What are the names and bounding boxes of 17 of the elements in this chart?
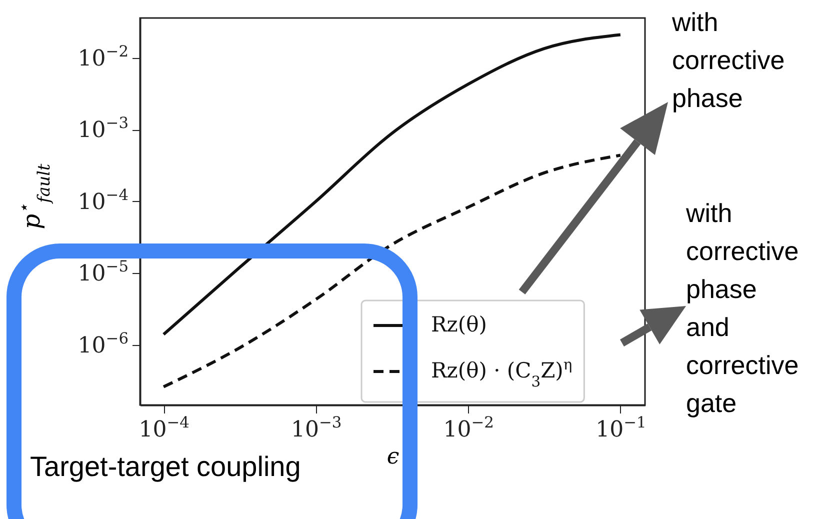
y-tick-label: 10$^{−2}$ (78, 42, 128, 72)
x-tick-label: 10$^{−4}$ (138, 414, 190, 442)
line-series (162, 154, 622, 388)
y-tick-label: 10$^{−4}$ (78, 186, 129, 215)
x-tick-label: 10$^{−1}$ (596, 414, 646, 442)
legend-label: Rz(θ) (431, 312, 487, 336)
legend-label: Rz(θ) · (C$_{3}$Z)$^{η}$ (431, 356, 572, 390)
x-tick-label: 10$^{−2}$ (443, 414, 494, 442)
line-series (162, 33, 622, 336)
y-tick-label: 10$^{−6}$ (78, 329, 128, 358)
y-tick-label: 10$^{−5}$ (78, 258, 128, 287)
text: with corrective phase and corrective gate (686, 197, 799, 420)
text: with corrective phase (672, 6, 785, 115)
y-tick-label: 10$^{−3}$ (78, 114, 128, 144)
x-tick-label: 10$^{−3}$ (291, 414, 342, 442)
text: Target-target coupling (30, 450, 301, 484)
x-axis-title: ϵ (386, 444, 400, 470)
